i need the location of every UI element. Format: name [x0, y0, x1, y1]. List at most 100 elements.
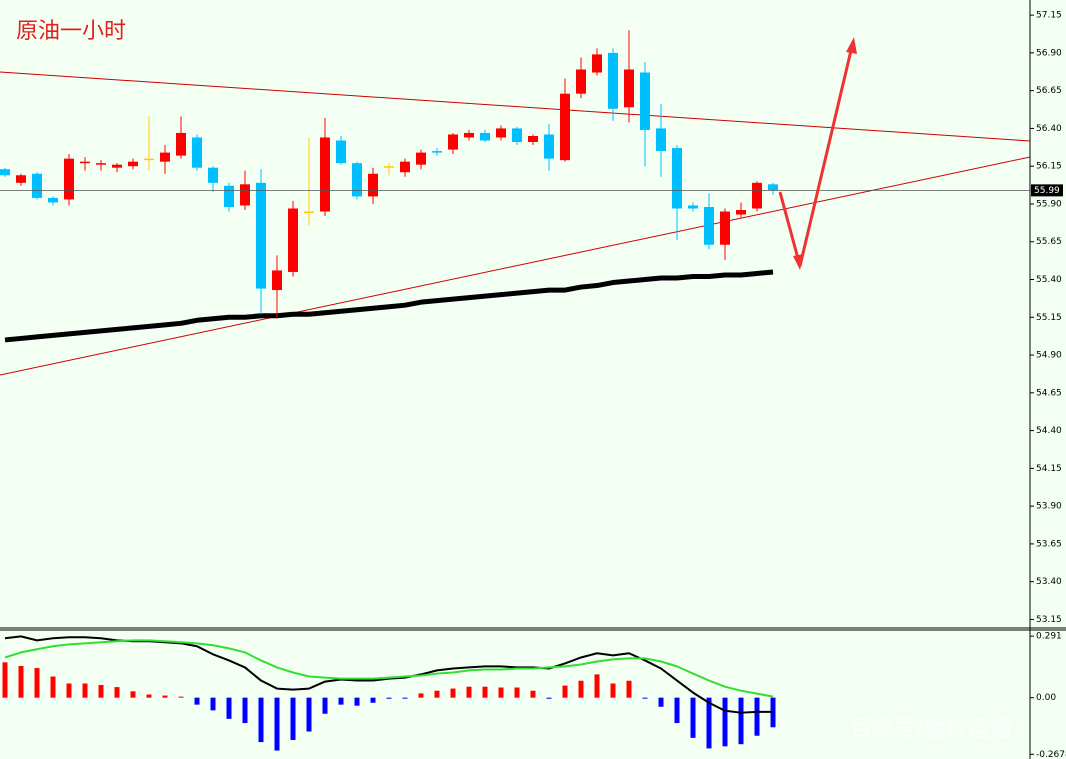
histogram-bar [738, 697, 744, 745]
histogram-bar [690, 697, 696, 738]
candle-body [752, 182, 762, 209]
candle-body [16, 175, 26, 183]
candle-body [480, 132, 490, 141]
candle-body [272, 270, 282, 291]
arrow-head [793, 254, 804, 270]
y-tick-label: 0.291 [1036, 632, 1062, 642]
y-tick-label: 55.40 [1036, 275, 1062, 285]
histogram-bar [386, 697, 392, 699]
y-tick-label: 53.65 [1036, 539, 1062, 549]
histogram-bar [498, 687, 504, 698]
histogram-bar [418, 693, 424, 698]
arrow-head [846, 37, 857, 54]
histogram-bar [594, 674, 600, 698]
histogram-bar [306, 697, 312, 732]
histogram-bar [450, 688, 456, 698]
histogram-bar [338, 697, 344, 705]
y-tick-label: 56.90 [1036, 48, 1062, 58]
candle-body [48, 197, 58, 203]
y-tick-label: 53.15 [1036, 615, 1062, 625]
candle-body [592, 54, 602, 73]
candle-body [496, 128, 506, 138]
candle-body [112, 164, 122, 168]
candle-body [704, 206, 714, 245]
histogram-bar [34, 668, 40, 698]
histogram-bar [530, 690, 536, 698]
candle-body [400, 161, 410, 173]
candle-body [736, 210, 746, 215]
histogram-bar [370, 697, 376, 703]
y-tick-label: 56.65 [1036, 86, 1062, 96]
histogram-bar [242, 697, 248, 724]
histogram-bar [98, 684, 104, 698]
candle-body [192, 137, 202, 168]
candle-body [464, 132, 474, 138]
y-tick-label: 54.65 [1036, 388, 1062, 398]
histogram-bar [658, 697, 664, 707]
histogram-bar [162, 695, 168, 698]
histogram-bar [514, 687, 520, 698]
candle-body [672, 148, 682, 209]
histogram-bar [562, 685, 568, 698]
candle-body [384, 166, 394, 168]
histogram-bar [178, 696, 184, 698]
histogram-bar [50, 676, 56, 698]
last-price-label: 55.99 [1034, 186, 1060, 196]
y-tick-label: 55.15 [1036, 313, 1062, 323]
candle-body [336, 140, 346, 164]
candle-body [368, 173, 378, 197]
forecast-arrow [778, 37, 857, 270]
y-tick-label: 54.90 [1036, 351, 1062, 361]
candle-body [80, 161, 90, 164]
candle-body [448, 134, 458, 150]
candle-body [288, 208, 298, 272]
histogram-bar [274, 697, 280, 751]
candle-body [256, 182, 266, 289]
histogram-bar [194, 697, 200, 705]
histogram-bar [18, 665, 24, 698]
histogram-bar [354, 697, 360, 706]
candle-body [176, 132, 186, 156]
candle-body [624, 69, 634, 108]
trend-line [0, 156, 1031, 376]
histogram-bar [226, 697, 232, 719]
candle-body [512, 128, 522, 143]
histogram-bar [466, 686, 472, 698]
y-tick-label: 0.00 [1036, 693, 1056, 703]
histogram-bar [2, 662, 8, 698]
y-tick-label: 56.15 [1036, 162, 1062, 172]
y-tick-label: -0.2678 [1036, 750, 1066, 759]
candle-body [528, 135, 538, 143]
candle-body [160, 152, 170, 162]
candle-body [224, 185, 234, 207]
candle-body [144, 158, 154, 161]
candle-body [208, 167, 218, 183]
y-tick-label: 53.90 [1036, 502, 1062, 512]
y-tick-label: 57.15 [1036, 11, 1062, 21]
y-tick-label: 54.15 [1036, 464, 1062, 474]
histogram-bar [722, 697, 728, 747]
histogram-bar [66, 683, 72, 698]
candle-body [688, 205, 698, 209]
candle-body [560, 93, 570, 161]
histogram-bar [706, 697, 712, 749]
candle-body [768, 184, 778, 191]
y-tick-label: 56.40 [1036, 124, 1062, 134]
watermark: 百家号/金铃运通 [850, 717, 1011, 742]
histogram-bar [626, 680, 632, 698]
last-price-box [1031, 184, 1063, 197]
y-tick-label: 55.65 [1036, 237, 1062, 247]
candle-body [304, 211, 314, 214]
plot-area: 57.15 56.90 56.65 56.40 56.15 55.90 55.65 55.40… [0, 11, 1066, 759]
y-tick-label: 53.40 [1036, 577, 1062, 587]
histogram-bar [210, 697, 216, 711]
histogram-bar [482, 686, 488, 698]
candle-body [128, 161, 138, 167]
candle-body [96, 163, 106, 165]
candle-body [608, 52, 618, 109]
histogram-bar [146, 694, 152, 698]
histogram-bar [754, 697, 760, 736]
histogram-bar [290, 697, 296, 740]
indicator-line [4, 269, 774, 343]
